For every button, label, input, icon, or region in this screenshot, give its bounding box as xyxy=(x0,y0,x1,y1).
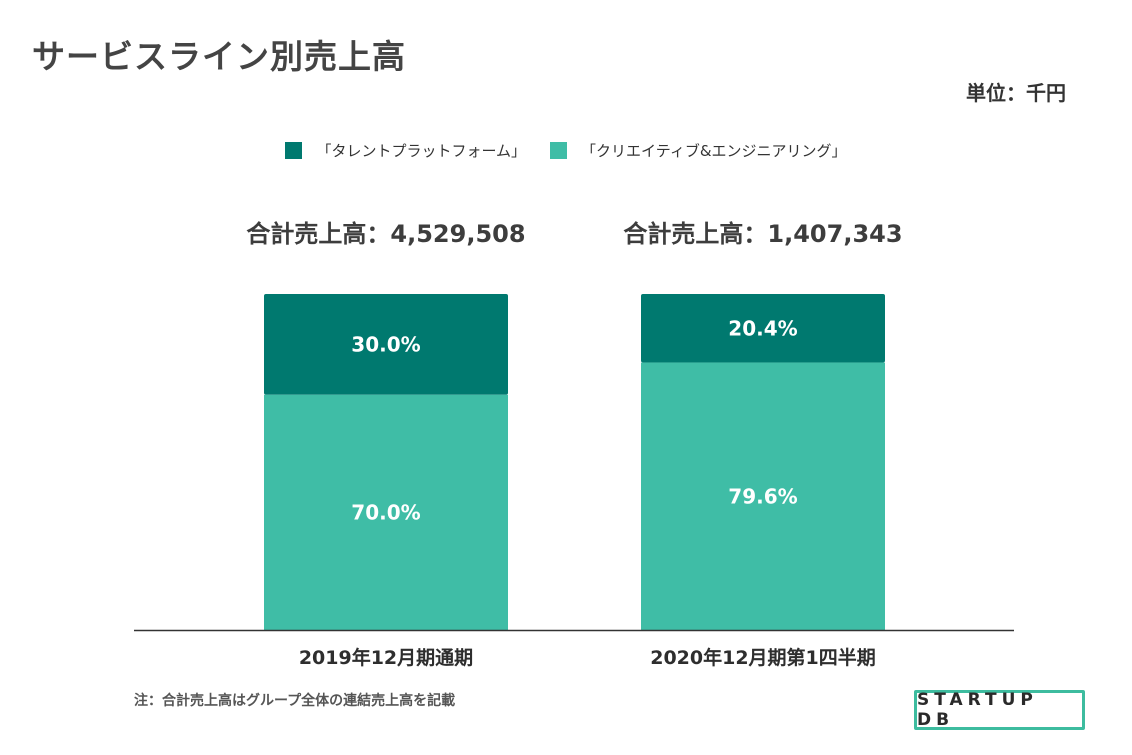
bar-creative-2019 xyxy=(264,394,508,630)
x-tick-label-2020q1: 2020年12月期第1四半期 xyxy=(650,646,876,669)
data-label-platform-2020q1: 20.4% xyxy=(728,316,797,340)
total-sales-2020q1: 合計売上高：1,407,343 xyxy=(623,220,903,248)
footnote: 注：合計売上高はグループ全体の連結売上高を記載 xyxy=(134,693,456,709)
bar-creative-2020q1 xyxy=(641,362,885,630)
legend-label-platform: 「タレントプラットフォーム」 xyxy=(316,142,527,160)
data-label-creative-2019: 70.0% xyxy=(351,500,420,524)
bar-platform-2019 xyxy=(264,294,508,395)
data-label-creative-2020q1: 79.6% xyxy=(728,484,797,508)
legend-label-creative: 「クリエイティブ&エンジニアリング」 xyxy=(581,142,847,160)
legend: 「タレントプラットフォーム」 「クリエイティブ&エンジニアリング」 xyxy=(0,140,1132,161)
unit-label: 単位：千円 xyxy=(966,81,1066,105)
legend-item-platform: 「タレントプラットフォーム」 xyxy=(285,140,526,161)
x-tick-label-2019: 2019年12月期通期 xyxy=(299,646,473,669)
chart-title: サービスライン別売上高 xyxy=(32,37,406,76)
total-sales-2019: 合計売上高：4,529,508 xyxy=(246,220,526,248)
data-label-platform-2019: 30.0% xyxy=(351,332,420,356)
legend-item-creative: 「クリエイティブ&エンジニアリング」 xyxy=(550,140,847,161)
bar-platform-2020q1 xyxy=(641,294,885,363)
startup-db-logo: STARTUP DB xyxy=(914,690,1085,730)
legend-swatch-platform xyxy=(285,142,303,159)
legend-swatch-creative xyxy=(550,142,568,159)
